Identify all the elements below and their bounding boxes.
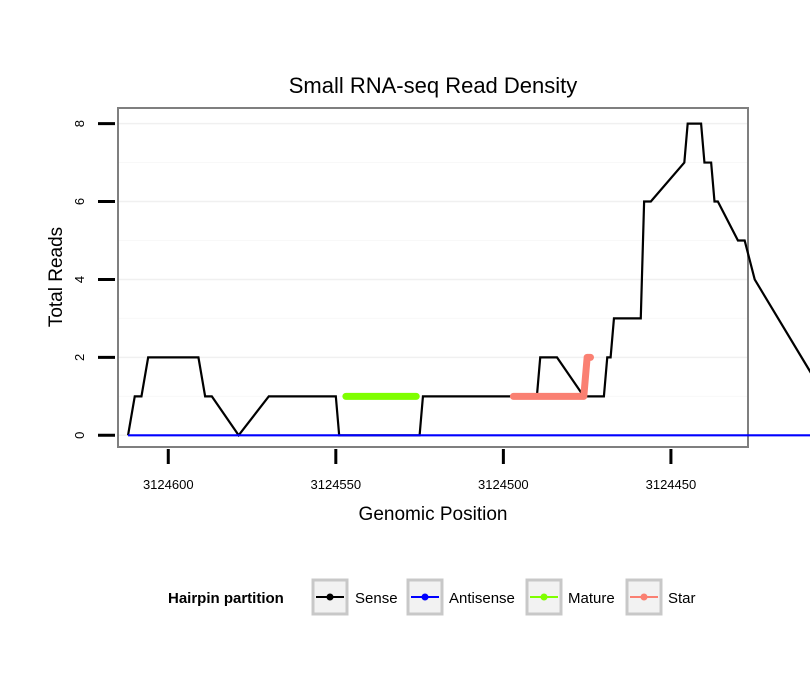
- sense-line: [126, 122, 810, 438]
- x-axis: 3124600 3124550 3124500 3124450: [143, 449, 696, 492]
- legend-key-point: [540, 593, 548, 601]
- legend-label: Star: [668, 590, 696, 607]
- series-layer: [126, 122, 810, 438]
- x-axis-title: Genomic Position: [359, 504, 508, 525]
- y-tick-label: 6: [72, 198, 87, 205]
- y-tick-label: 0: [72, 432, 87, 439]
- x-tick-label: 3124450: [646, 477, 697, 492]
- y-axis-title: Total Reads: [46, 227, 67, 327]
- x-tick-label: 3124500: [478, 477, 529, 492]
- legend-key-point: [421, 593, 429, 601]
- legend-label: Sense: [355, 590, 398, 607]
- x-tick-label: 3124550: [311, 477, 362, 492]
- y-tick-label: 4: [72, 276, 87, 283]
- star-line: [509, 353, 594, 400]
- y-tick-label: 2: [72, 354, 87, 361]
- chart-title: Small RNA-seq Read Density: [289, 73, 578, 98]
- legend-label: Mature: [568, 590, 615, 607]
- legend: Hairpin partition Sense Antisense Mature St…: [168, 578, 696, 616]
- legend-title: Hairpin partition: [168, 590, 284, 607]
- plot-panel-border: [117, 107, 749, 448]
- legend-label: Antisense: [449, 590, 515, 607]
- grid: [118, 122, 748, 437]
- legend-key-point: [640, 593, 648, 601]
- y-axis: 0 2 4 6 8: [72, 120, 115, 439]
- x-tick-label: 3124600: [143, 477, 194, 492]
- legend-key-point: [326, 593, 334, 601]
- y-tick-label: 8: [72, 120, 87, 127]
